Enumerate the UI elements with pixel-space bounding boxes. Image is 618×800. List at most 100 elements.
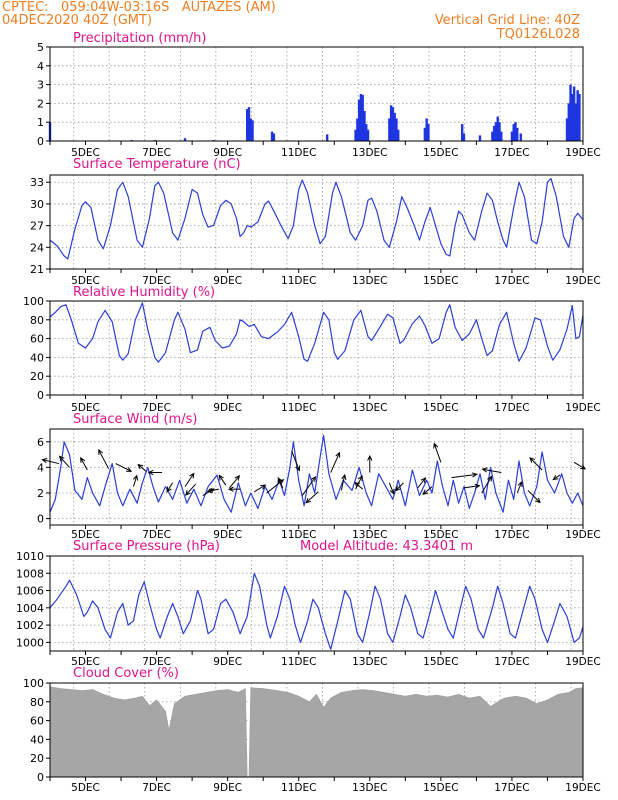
precip-bar — [389, 105, 393, 141]
wind-vector — [42, 459, 60, 465]
wind-vector — [207, 488, 219, 492]
precip-bar — [510, 131, 514, 141]
wind-vector-head — [420, 477, 427, 484]
rh-title: Relative Humidity (%) — [73, 285, 215, 300]
wind-vector — [166, 482, 174, 492]
wind-vector-head — [517, 480, 523, 488]
wind-vector-head — [422, 489, 429, 496]
y-tick-label: 80 — [30, 696, 44, 709]
header-line-2: 04DEC2020 40Z (GMT) — [2, 13, 153, 28]
precip-bar — [272, 133, 276, 141]
x-tick-label: 17DEC — [494, 656, 529, 668]
precip-bar — [356, 118, 359, 141]
x-tick-label: 9DEC — [213, 402, 242, 414]
x-tick-label: 17DEC — [494, 529, 529, 541]
wind-vector — [516, 481, 523, 494]
x-tick-label: 17DEC — [494, 147, 529, 159]
x-tick-label: 13DEC — [352, 529, 387, 541]
y-tick-label: 1000 — [16, 636, 44, 649]
cloud-panel: 0 20 40 60 80 100 5DEC 7DEC 9DEC 11DEC 13DEC 15DEC 1… — [23, 666, 601, 794]
wind-vector-head — [185, 490, 191, 496]
wind-vector-head — [58, 455, 65, 462]
wind-vector-head — [357, 474, 363, 482]
y-tick-label: 0 — [37, 389, 44, 402]
pressure-frame — [49, 555, 584, 652]
precip-bar — [500, 131, 503, 141]
wind-vector — [133, 475, 138, 487]
rh-frame — [49, 300, 584, 396]
y-tick-label: 4 — [37, 60, 44, 73]
y-tick-label: 40 — [30, 351, 44, 364]
x-tick-label: 9DEC — [213, 656, 242, 668]
x-tick-label: 13DEC — [352, 147, 387, 159]
precip-bar — [425, 118, 428, 141]
y-tick-label: 100 — [23, 677, 44, 690]
precip-bar — [498, 122, 501, 141]
precip-bar — [427, 124, 430, 141]
wind-vector-head — [471, 472, 478, 478]
y-tick-label: 21 — [30, 263, 44, 276]
wind-vector-head — [189, 472, 195, 479]
y-tick-label: 1004 — [16, 602, 44, 615]
x-tick-label: 9DEC — [213, 147, 242, 159]
rh-panel: 0 20 40 60 80 100 5DEC 7DEC 9DEC 11DEC 13DEC 15DEC 1… — [23, 285, 601, 414]
wind-vector-head — [552, 474, 559, 481]
precip-bar — [572, 86, 576, 141]
x-tick-label: 19DEC — [565, 656, 600, 668]
x-tick-label: 5DEC — [71, 275, 100, 287]
wind-vector — [395, 482, 404, 491]
pressure-panel: 1000 1002 1004 1006 1008 1010 5DEC 7DEC 9DEC 11DE… — [16, 539, 601, 668]
x-tick-label: 17DEC — [494, 275, 529, 287]
x-tick-label: 19DEC — [565, 275, 600, 287]
wind-frame — [49, 428, 584, 526]
x-tick-label: 7DEC — [142, 529, 171, 541]
y-tick-label: 30 — [30, 198, 44, 211]
wind-vector-head — [80, 456, 86, 463]
pressure-title: Surface Pressure (hPa) — [73, 539, 220, 554]
precip-bar — [492, 125, 496, 141]
x-tick-label: 15DEC — [423, 147, 458, 159]
wind-series-line — [49, 434, 584, 513]
wind-vector-head — [580, 464, 587, 470]
x-tick-label: 7DEC — [142, 275, 171, 287]
wind-vector — [305, 491, 319, 504]
y-tick-label: 40 — [30, 733, 44, 746]
wind-vector — [229, 475, 240, 489]
cloud-title: Cloud Cover (%) — [73, 666, 179, 681]
wind-vector — [137, 464, 147, 472]
y-tick-label: 0 — [37, 135, 44, 148]
wind-vector — [184, 473, 195, 487]
temp-frame — [49, 174, 584, 270]
wind-vector-head — [341, 473, 347, 481]
x-tick-label: 5DEC — [71, 782, 100, 794]
wind-vector-head — [260, 484, 267, 490]
precip-bar — [565, 118, 569, 141]
precip-bar — [361, 94, 364, 141]
precip-bar — [365, 124, 368, 141]
wind-vector-head — [133, 474, 139, 481]
precip-bar — [247, 107, 251, 141]
precip-bar — [359, 94, 363, 141]
precip-bar — [496, 116, 499, 141]
precip-bar — [576, 90, 579, 141]
x-tick-label: 9DEC — [213, 529, 242, 541]
x-tick-label: 7DEC — [142, 782, 171, 794]
precip-bar — [357, 99, 361, 141]
wind-vector — [330, 452, 340, 473]
wind-panel: 0 2 4 6 5DEC 7DEC 9DEC 11DEC 13DEC 15DEC 17DEC 19DE… — [37, 412, 601, 541]
wind-vector-head — [367, 454, 373, 461]
x-tick-label: 19DEC — [565, 402, 600, 414]
wind-vector-head — [295, 465, 301, 472]
precip-bar — [251, 120, 254, 141]
wind-vector — [422, 486, 433, 495]
precip-bar — [363, 110, 366, 141]
x-tick-label: 17DEC — [494, 782, 529, 794]
precip-bar — [388, 118, 391, 141]
x-tick-label: 9DEC — [213, 782, 242, 794]
y-tick-label: 80 — [30, 314, 44, 327]
header-vertical-grid-note: Vertical Grid Line: 40Z — [434, 13, 580, 28]
wind-vector — [529, 457, 543, 471]
wind-vector-head — [278, 479, 285, 485]
wind-vector — [185, 483, 197, 496]
precip-title: Precipitation (mm/h) — [73, 31, 206, 46]
